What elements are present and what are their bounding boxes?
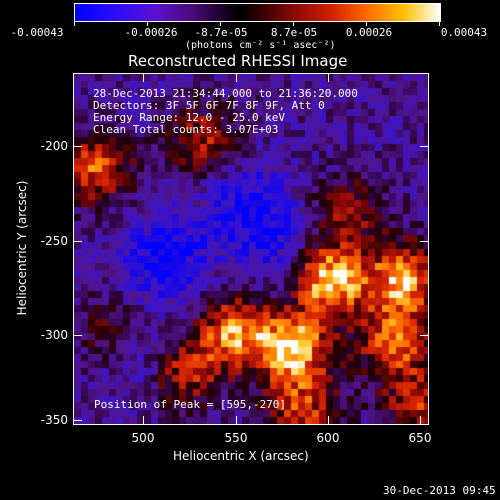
colorbar-tick [74, 21, 75, 26]
plot-title: Reconstructed RHESSI Image [128, 52, 348, 70]
y-tick-label: -300 [40, 328, 68, 342]
colorbar-tick [220, 21, 221, 26]
info-detectors: Detectors: 3F 5F 6F 7F 8F 9F, Att 0 [93, 99, 325, 112]
info-time-range: 28-Dec-2013 21:34:44.000 to 21:36:20.000 [93, 87, 358, 100]
y-tick [74, 241, 82, 242]
colorbar-tick-label: -8.7e-05 [194, 26, 248, 39]
y-tick-label: -350 [40, 413, 68, 427]
x-tick [236, 416, 237, 424]
peak-position-label: Position of Peak = [595,-270] [94, 398, 287, 411]
colorbar-tick [366, 21, 367, 26]
y-tick-right [420, 241, 428, 242]
heatmap-image [74, 74, 428, 424]
x-tick [328, 416, 329, 424]
y-tick-right [420, 335, 428, 336]
x-tick [143, 416, 144, 424]
x-tick-label: 650 [408, 431, 432, 445]
colorbar-tick-label: 8.7e-05 [270, 26, 318, 39]
y-axis-label: Heliocentric Y (arcsec) [15, 180, 29, 316]
render-timestamp: 30-Dec-2013 09:45 [383, 484, 496, 497]
colorbar-tick-label: 0.00043 [440, 26, 488, 39]
colorbar-tick [439, 21, 440, 26]
y-tick [74, 335, 82, 336]
colorbar-tick [293, 21, 294, 26]
plot-frame [73, 73, 429, 425]
colorbar [74, 3, 441, 22]
x-tick [420, 416, 421, 424]
colorbar-units-label: (photons cm⁻² s⁻¹ asec⁻²) [185, 40, 336, 51]
colorbar-tick-label: 0.00026 [345, 26, 393, 39]
colorbar-tick [147, 21, 148, 26]
y-tick-right [420, 146, 428, 147]
x-tick-label: 500 [131, 431, 155, 445]
y-tick-label: -250 [40, 234, 68, 248]
x-tick-label: 550 [224, 431, 248, 445]
y-tick-label: -200 [40, 139, 68, 153]
x-tick-top [236, 74, 237, 82]
y-tick [74, 146, 82, 147]
x-tick-top [143, 74, 144, 82]
colorbar-tick-label: -0.00026 [124, 26, 178, 39]
x-tick-top [328, 74, 329, 82]
y-tick [74, 420, 82, 421]
x-axis-label: Heliocentric X (arcsec) [173, 449, 309, 463]
info-clean-counts: Clean Total counts: 3.07E+03 [93, 123, 279, 136]
x-tick-label: 600 [316, 431, 340, 445]
colorbar-tick-label: -0.00043 [10, 26, 64, 39]
info-energy-range: Energy Range: 12.0 - 25.0 keV [93, 111, 286, 124]
